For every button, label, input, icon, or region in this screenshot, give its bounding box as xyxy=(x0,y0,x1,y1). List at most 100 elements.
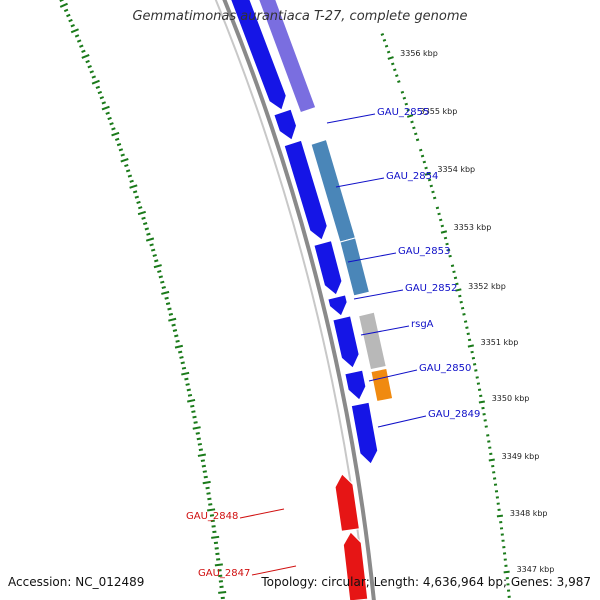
gc-track-mark xyxy=(134,195,140,199)
forward-cds-arrow xyxy=(230,0,287,111)
gc-track-mark xyxy=(109,122,114,126)
gc-track-mark xyxy=(215,552,220,556)
gene-label-gau-2850: GAU_2850 xyxy=(419,363,472,374)
gc-track-mark xyxy=(70,28,79,34)
tick-mark xyxy=(488,458,495,462)
gc-track-mark xyxy=(191,410,196,414)
tick-mark xyxy=(402,96,407,100)
gc-track-mark xyxy=(205,486,210,490)
map-title: Gemmatimonas aurantiaca T-27, complete g… xyxy=(132,9,468,24)
gc-track-mark xyxy=(137,210,146,216)
tick-mark xyxy=(460,306,465,310)
tick-label: 3353 kbp xyxy=(453,223,492,233)
gc-track-mark xyxy=(187,393,193,397)
gene-label-gau-2848: GAU_2848 xyxy=(186,511,239,522)
tick-mark xyxy=(414,132,418,136)
gc-track-mark xyxy=(184,377,189,381)
tick-mark xyxy=(406,108,410,112)
gc-track-mark xyxy=(175,339,180,343)
gc-track-mark xyxy=(167,307,172,311)
tick-mark xyxy=(415,138,420,142)
gc-track-mark xyxy=(70,23,75,28)
tick-mark xyxy=(470,350,474,354)
gc-track-mark xyxy=(146,232,151,236)
gc-track-mark xyxy=(149,243,154,247)
feature-block-purple xyxy=(258,0,317,114)
tick-mark xyxy=(477,388,482,391)
gc-track-mark xyxy=(172,329,178,332)
gc-track-mark xyxy=(157,269,162,273)
tick-mark xyxy=(466,332,470,336)
forward-cds-arrow xyxy=(273,108,298,141)
gc-track-mark xyxy=(186,388,191,392)
gc-track-mark xyxy=(207,508,216,512)
gc-track-mark xyxy=(154,259,159,263)
gc-track-mark xyxy=(81,53,90,59)
tick-label: 3347 kbp xyxy=(516,564,555,574)
forward-cds-arrow xyxy=(327,294,348,317)
gc-track-mark xyxy=(63,8,69,13)
gc-track-mark xyxy=(193,421,198,424)
gc-track-mark xyxy=(190,404,195,408)
tick-mark xyxy=(404,102,409,106)
gc-track-mark xyxy=(168,312,174,316)
tick-mark xyxy=(412,126,416,130)
gene-label-gau-2852: GAU_2852 xyxy=(405,283,458,294)
gc-track-mark xyxy=(101,105,110,111)
gc-track-mark xyxy=(195,432,200,435)
gc-track-mark xyxy=(101,101,107,105)
gc-track-mark xyxy=(152,253,157,258)
gc-track-mark xyxy=(120,153,125,157)
gc-track-mark xyxy=(145,237,155,242)
gene-leader-line xyxy=(353,289,404,300)
tick-mark xyxy=(462,313,466,316)
tick-label: 3355 kbp xyxy=(419,106,458,116)
tick-mark xyxy=(496,514,504,518)
forward-cds-arrow xyxy=(344,369,367,401)
tick-mark xyxy=(455,282,459,286)
tick-mark xyxy=(387,56,394,60)
gene-leader-line xyxy=(335,177,385,188)
tick-label: 3348 kbp xyxy=(509,508,548,518)
tick-mark xyxy=(420,154,425,158)
forward-cds-arrow xyxy=(332,315,360,369)
gc-track-mark xyxy=(91,75,97,79)
gc-track-mark xyxy=(127,174,133,178)
gc-track-mark xyxy=(178,350,183,354)
gene-leader-line xyxy=(360,325,410,336)
tick-mark xyxy=(380,33,385,36)
gc-track-mark xyxy=(87,65,92,69)
gc-track-mark xyxy=(136,200,141,204)
gc-track-mark xyxy=(196,437,201,441)
gc-track-mark xyxy=(76,39,82,43)
gene-label-gau-2847: GAU_2847 xyxy=(198,568,251,579)
gc-track-mark xyxy=(211,525,216,528)
tick-label: 3350 kbp xyxy=(491,394,530,404)
gc-track-mark xyxy=(142,222,148,226)
backbone-arc xyxy=(222,0,376,600)
gc-track-mark xyxy=(125,169,131,173)
gc-track-mark xyxy=(66,13,71,18)
gc-track-mark xyxy=(180,361,185,365)
tick-mark xyxy=(395,74,399,78)
gc-track-mark xyxy=(129,184,138,189)
tick-mark xyxy=(483,419,487,422)
gc-track-mark xyxy=(99,96,105,100)
reverse-cds-arrow xyxy=(334,473,360,532)
gene-leader-line xyxy=(368,369,418,382)
gc-track-mark xyxy=(161,286,166,290)
gc-track-mark xyxy=(201,464,206,468)
gc-track-mark xyxy=(158,275,163,279)
tick-mark xyxy=(481,406,485,410)
tick-mark xyxy=(438,218,443,222)
gc-track-mark xyxy=(200,459,206,463)
gc-track-mark xyxy=(168,317,177,322)
tick-mark xyxy=(474,369,478,372)
tick-mark xyxy=(437,212,441,216)
gene-label-rsga: rsgA xyxy=(411,319,434,330)
forward-cds-arrow xyxy=(350,401,379,465)
tick-mark xyxy=(503,570,510,574)
tick-mark xyxy=(448,254,452,258)
tick-mark xyxy=(465,326,469,329)
